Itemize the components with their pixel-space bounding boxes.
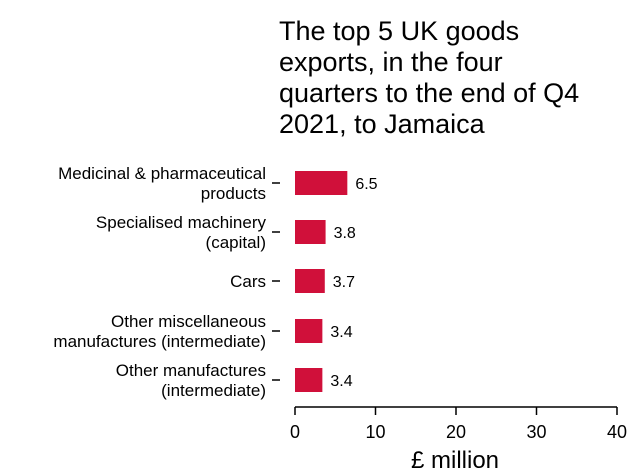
title-line: exports, in the four (279, 47, 503, 77)
category-label: (capital) (206, 233, 266, 252)
category-label: Cars (230, 272, 266, 291)
x-tick-label: 20 (446, 422, 466, 442)
value-label: 3.8 (334, 225, 356, 242)
x-axis: 0 10 20 30 40 (290, 406, 627, 442)
y-axis-ticks (272, 182, 280, 381)
value-labels: 6.5 3.8 3.7 3.4 3.4 (330, 176, 377, 390)
category-label: manufactures (intermediate) (53, 332, 266, 351)
x-tick-label: 10 (365, 422, 385, 442)
value-label: 3.4 (330, 373, 352, 390)
category-label: (intermediate) (161, 381, 266, 400)
category-label: Medicinal & pharmaceutical (58, 164, 266, 183)
bar (295, 269, 325, 293)
value-label: 6.5 (355, 176, 377, 193)
bar (295, 171, 348, 195)
bar (295, 368, 323, 392)
x-tick-label: 30 (526, 422, 546, 442)
bars (295, 171, 348, 392)
title-line: 2021, to Jamaica (279, 109, 486, 139)
x-tick-label: 0 (290, 422, 300, 442)
category-label: Other miscellaneous (111, 312, 266, 331)
bar (295, 220, 326, 244)
category-label: products (201, 184, 266, 203)
value-label: 3.4 (330, 324, 352, 341)
value-label: 3.7 (333, 274, 355, 291)
title-line: The top 5 UK goods (279, 16, 519, 46)
category-label: Other manufactures (116, 361, 266, 380)
title-line: quarters to the end of Q4 (279, 78, 579, 108)
x-tick-label: 40 (607, 422, 627, 442)
x-axis-title: £ million (411, 447, 499, 472)
bar (295, 319, 323, 343)
category-label: Specialised machinery (96, 213, 267, 232)
